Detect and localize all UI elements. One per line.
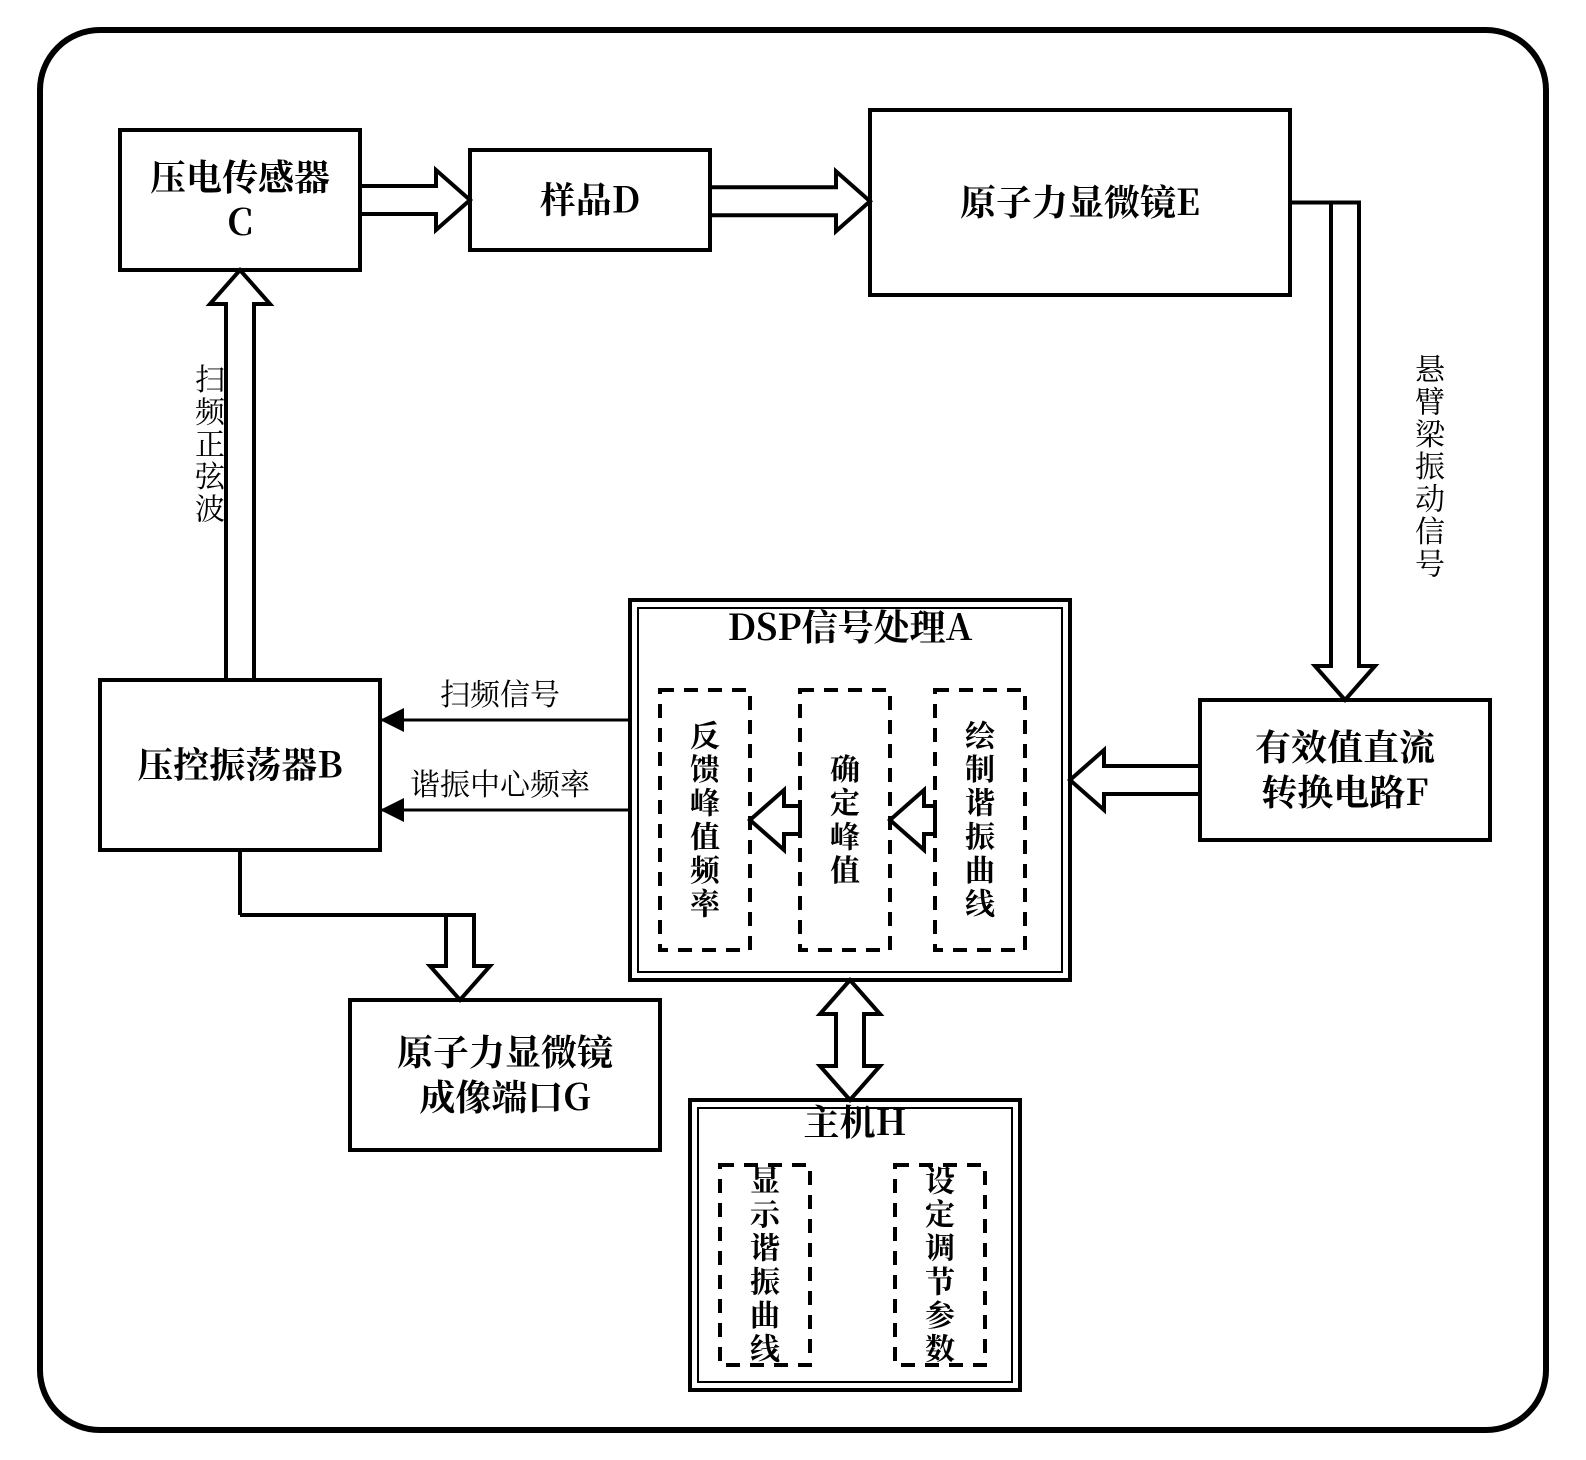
svg-text:率: 率 (690, 880, 721, 924)
svg-text:值: 值 (830, 846, 860, 890)
node-C: 压电传感器C (120, 130, 360, 270)
edge-label: 悬臂梁振动信号 (1415, 345, 1447, 583)
node-F-label-1: 转换电路F (1261, 765, 1428, 816)
node-H-sub-1: 设定调节参数 (895, 1157, 985, 1369)
node-A-sub-1: 确定峰值 (800, 690, 890, 950)
edge-label: 扫频信号 (440, 670, 560, 714)
node-B: 压控振荡器B (100, 680, 380, 850)
svg-text:线: 线 (965, 880, 995, 924)
svg-text:数: 数 (925, 1325, 955, 1369)
node-G-label-0: 原子力显微镜 (397, 1025, 613, 1076)
node-E: 原子力显微镜E (870, 110, 1290, 295)
node-G: 原子力显微镜成像端口G (350, 1000, 660, 1150)
edge-label: 扫频正弦波 (195, 355, 226, 529)
svg-text:号: 号 (1415, 539, 1445, 583)
node-C-label-0: 压电传感器 (150, 150, 330, 201)
node-A-title: DSP信号处理A (728, 600, 973, 651)
node-G-label-1: 成像端口G (419, 1070, 590, 1121)
node-E-label-0: 原子力显微镜E (960, 175, 1200, 226)
node-A-sub-0: 反馈峰值频率 (660, 690, 750, 950)
node-H: 主机H 显示谐振曲线设定调节参数 (690, 1095, 1020, 1390)
node-A-sub-2: 绘制谐振曲线 (935, 690, 1025, 950)
node-C-label-1: C (227, 195, 252, 246)
svg-text:线: 线 (750, 1325, 780, 1369)
node-H-sub-0: 显示谐振曲线 (720, 1157, 810, 1369)
edge-label: 谐振中心频率 (410, 760, 590, 804)
node-F-label-0: 有效值直流 (1255, 720, 1436, 771)
node-F: 有效值直流转换电路F (1200, 700, 1490, 840)
node-H-title: 主机H (803, 1095, 906, 1146)
node-D: 样品D (470, 150, 710, 250)
node-B-label-0: 压控振荡器B (137, 738, 343, 789)
svg-text:波: 波 (195, 485, 225, 529)
node-D-label-0: 样品D (540, 173, 640, 224)
node-A: DSP信号处理A 反馈峰值频率确定峰值绘制谐振曲线 (630, 600, 1070, 980)
